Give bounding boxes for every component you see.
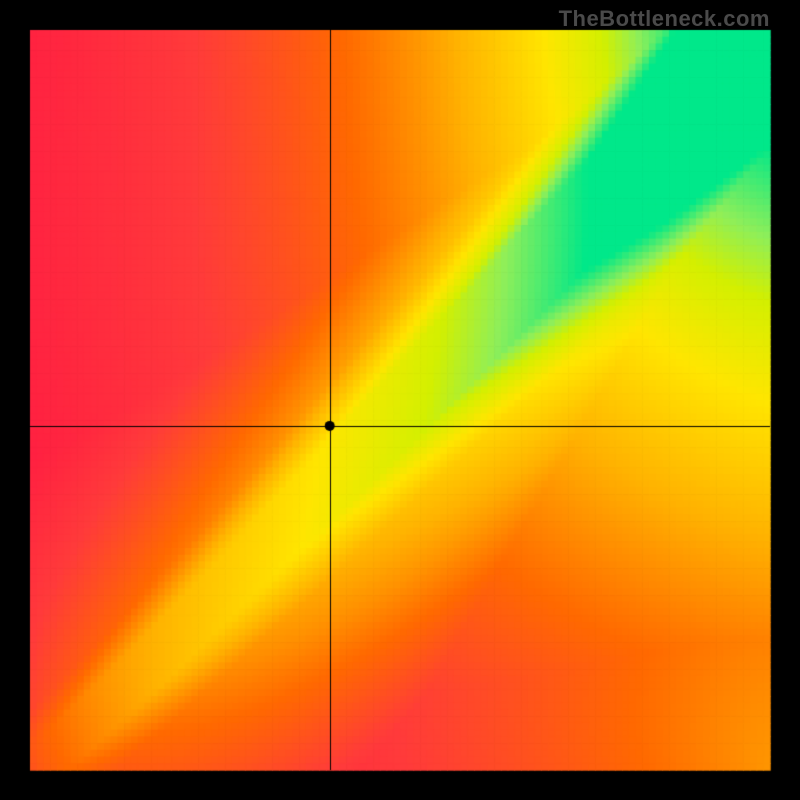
- bottleneck-heatmap-canvas: [0, 0, 800, 800]
- watermark-text: TheBottleneck.com: [559, 6, 770, 32]
- chart-frame: TheBottleneck.com: [0, 0, 800, 800]
